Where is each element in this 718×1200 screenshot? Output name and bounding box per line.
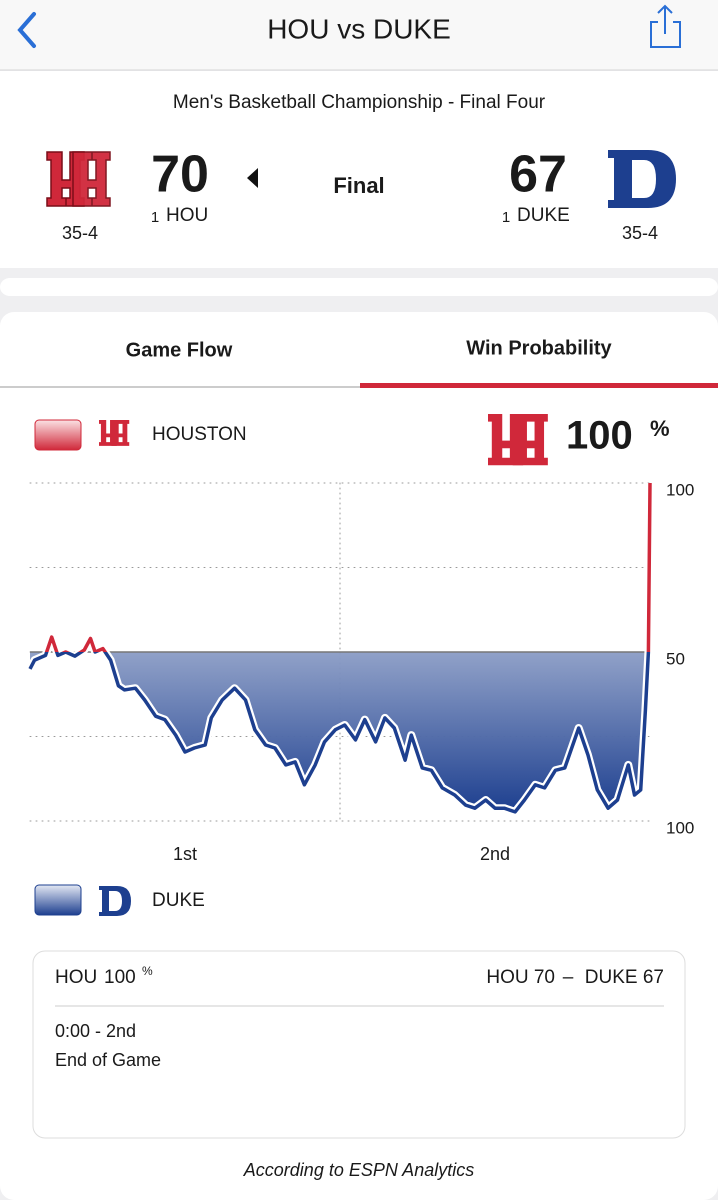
card-prob-team: HOU (55, 967, 97, 988)
footer-note: According to ESPN Analytics (243, 1160, 474, 1180)
current-prob: 100 (566, 414, 633, 458)
event-name: Men's Basketball Championship - Final Fo… (173, 92, 546, 113)
home-score: 70 (151, 146, 209, 204)
card-play: End of Game (55, 1050, 161, 1070)
nav-title: HOU vs DUKE (267, 13, 451, 44)
home-abbr: HOU (166, 205, 208, 226)
y-tick-label: 50 (666, 649, 685, 668)
houston-logo (46, 151, 111, 207)
x-tick-label: 1st (173, 844, 197, 864)
away-rank: 1 (502, 209, 510, 226)
legend-logo (99, 886, 131, 916)
away-score: 67 (509, 146, 567, 204)
area (30, 652, 650, 812)
card-score-home: HOU 70 (486, 967, 555, 988)
card-prob: 100 (104, 967, 136, 988)
legend-swatch (34, 884, 82, 916)
legend-swatch (34, 419, 82, 451)
duke-logo (608, 150, 676, 208)
home-record: 35-4 (62, 223, 98, 243)
line-below (28, 652, 651, 814)
back-button[interactable] (17, 12, 36, 48)
nav-bar (0, 0, 718, 70)
scoreboard (0, 71, 718, 268)
current-prob-unit: % (650, 416, 670, 441)
tab-indicator (360, 383, 718, 388)
play-card (32, 950, 686, 1139)
game-status: Final (333, 173, 384, 198)
away-abbr: DUKE (517, 205, 570, 226)
card-clock: 0:00 - 2nd (55, 1021, 136, 1041)
y-tick-label: 100 (666, 818, 694, 837)
card-score-away: DUKE 67 (585, 967, 664, 988)
away-record: 35-4 (622, 223, 658, 243)
tab[interactable]: Game Flow (126, 339, 233, 361)
share-button[interactable] (650, 4, 681, 48)
winner-arrow (247, 168, 258, 188)
x-tick-label: 2nd (480, 844, 510, 864)
y-tick-label: 100 (666, 480, 694, 499)
tab-active[interactable]: Win Probability (466, 337, 612, 359)
legend-label: HOUSTON (152, 424, 247, 445)
houston-logo-large (488, 414, 548, 466)
legend-logo (99, 420, 130, 446)
legend-label: DUKE (152, 890, 205, 911)
card-score-sep: – (563, 967, 574, 988)
card-prob-unit: % (142, 964, 153, 978)
home-rank: 1 (151, 209, 159, 226)
collapsed-panel (0, 278, 718, 296)
